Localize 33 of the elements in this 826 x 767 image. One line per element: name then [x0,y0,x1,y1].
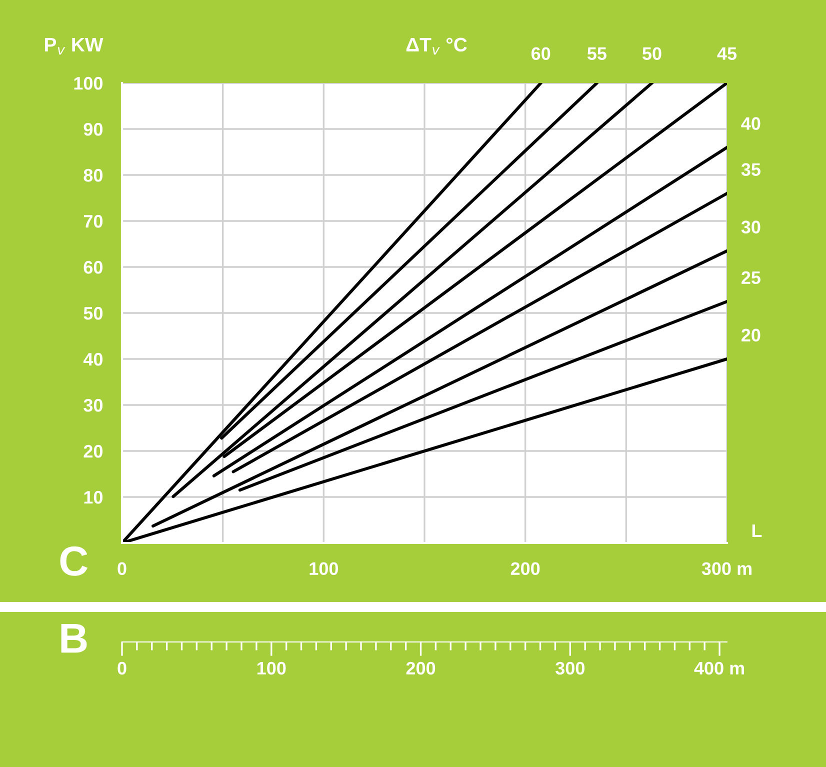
series-label: 30 [741,220,760,234]
series-label: 20 [742,328,760,342]
y-tick-label: 100 [74,76,103,90]
x2-tick-label: 400 m [694,662,744,675]
x-axis-title: L [752,524,762,537]
series-label: 45 [717,47,737,60]
series-label: 40 [741,117,760,130]
y-tick-label: 20 [84,444,103,458]
legend-title: ΔT$_{v}$ °C [406,38,467,55]
text: C [60,546,88,576]
y-tick-label: 70 [84,214,103,228]
x2-tick-label: 0 [118,662,126,675]
series-label: 35 [741,163,760,176]
x2-tick-label: 300 [556,662,584,675]
y-tick-label: 10 [84,490,103,504]
x2-tick-label: 100 [257,662,286,675]
y-axis-title: P$_{v}$ KW [45,38,104,55]
y-tick-label: 60 [84,260,103,274]
series-label: 25 [742,271,760,284]
y-tick-label: 30 [84,398,103,412]
series-label: 55 [587,47,606,60]
x-tick-label: 0 [118,562,126,576]
x-tick-label: 200 [510,562,540,576]
series-label: 60 [531,47,550,60]
x2-tick-label: 200 [406,662,436,675]
series-label: 50 [642,47,662,60]
y-tick-label: 50 [84,306,103,320]
y-tick-label: 90 [84,122,103,136]
y-tick-label: 40 [83,352,103,366]
y-tick-label: 80 [84,168,103,182]
x-tick-label: 100 [310,562,338,576]
text: B [61,624,87,653]
x-tick-label: 300 m [702,562,752,576]
